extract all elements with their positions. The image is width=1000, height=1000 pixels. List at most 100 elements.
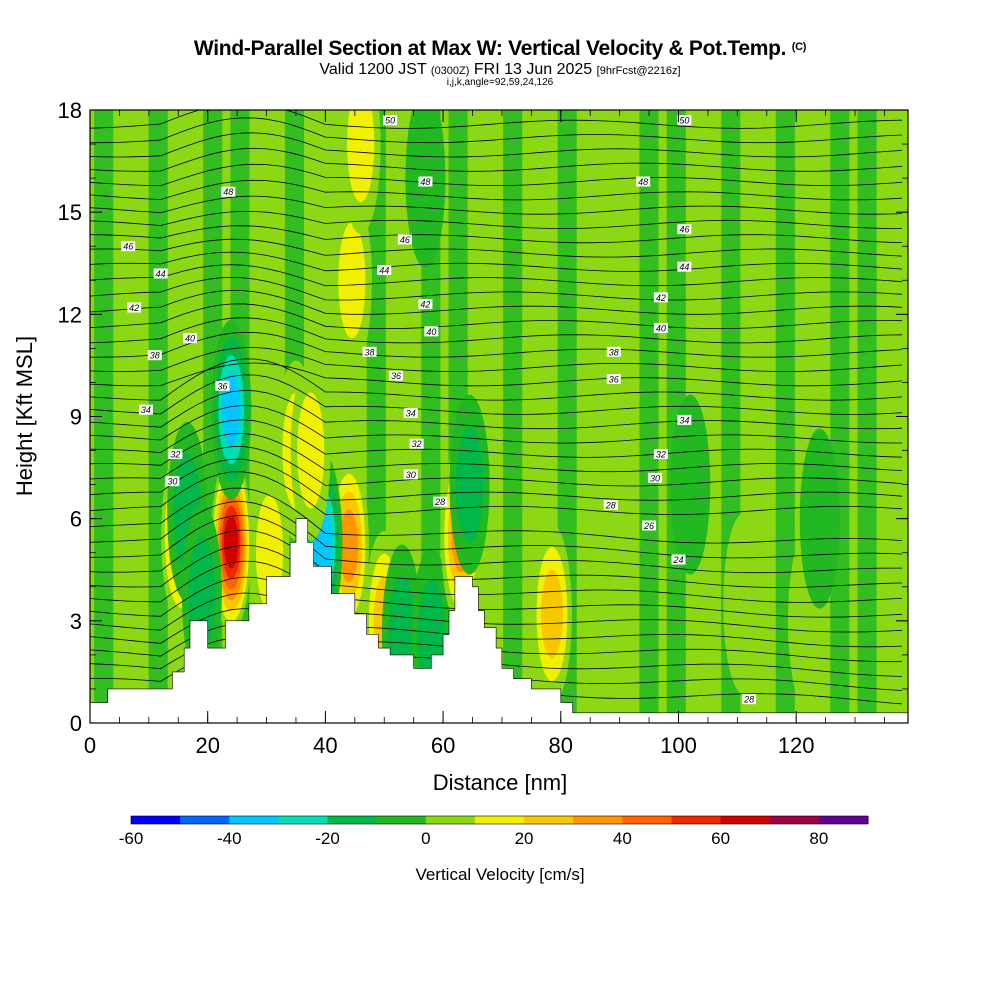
theta-label-bg <box>383 115 398 126</box>
theta-label-bg <box>127 302 142 313</box>
theta-label-bg <box>362 346 377 357</box>
theta-label-text: 38 <box>609 347 619 357</box>
theta-label-bg <box>183 333 198 344</box>
theta-label-text: 44 <box>679 262 689 272</box>
theta-contour <box>90 179 903 201</box>
theta-label-bg <box>677 414 692 425</box>
theta-label: 34 <box>677 414 692 425</box>
theta-contour <box>90 362 903 387</box>
theta-label: 34 <box>403 408 418 419</box>
colorbar-tick-label: 0 <box>421 829 430 848</box>
theta-label: 44 <box>153 268 168 279</box>
theta-contour <box>90 163 903 187</box>
chart-subtitle: Valid 1200 JST (0300Z) FRI 13 Jun 2025 [… <box>0 61 1000 79</box>
colorbar-frame <box>130 815 869 825</box>
theta-label: 26 <box>642 520 657 531</box>
valid-time-utc: (0300Z) <box>430 65 470 77</box>
theta-label-bg <box>653 322 668 333</box>
theta-label: 32 <box>653 448 668 459</box>
theta-label-text: 38 <box>365 347 375 357</box>
theta-label: 50 <box>677 115 692 126</box>
theta-label: 34 <box>138 404 153 415</box>
theta-label: 50 <box>383 115 398 126</box>
colorbar-label: Vertical Velocity [cm/s] <box>415 865 584 884</box>
theta-label: 36 <box>606 374 621 385</box>
x-tick-label: 100 <box>660 733 697 758</box>
y-axis-label: Height [Kft MSL] <box>12 336 37 496</box>
theta-label-text: 48 <box>638 177 648 187</box>
theta-label-bg <box>138 404 153 415</box>
velocity-cell <box>405 110 446 269</box>
theta-contour <box>90 405 903 444</box>
colorbar-swatch <box>376 816 427 824</box>
theta-label-bg <box>677 261 692 272</box>
theta-contour <box>90 514 903 574</box>
theta-contour <box>90 303 903 329</box>
theta-label-bg <box>653 292 668 303</box>
theta-label-bg <box>168 448 183 459</box>
theta-contour <box>90 358 903 401</box>
theta-label-text: 42 <box>420 300 430 310</box>
chart-title: Wind-Parallel Section at Max W: Vertical… <box>0 37 1000 61</box>
theta-label-text: 36 <box>609 375 619 385</box>
theta-label: 36 <box>215 380 230 391</box>
theta-contour <box>90 289 903 315</box>
theta-contour <box>90 238 903 258</box>
theta-label-text: 46 <box>400 235 410 245</box>
y-tick-label: 18 <box>58 98 82 123</box>
theta-label-bg <box>377 265 392 276</box>
x-axis-label: Distance [nm] <box>433 770 568 795</box>
theta-contour <box>90 347 903 372</box>
theta-label: 38 <box>147 350 162 361</box>
theta-contour <box>90 276 903 301</box>
velocity-band <box>857 110 877 723</box>
theta-label-text: 30 <box>167 477 177 487</box>
theta-label: 30 <box>165 476 180 487</box>
theta-label-bg <box>677 115 692 126</box>
colorbar-tick-label: -20 <box>315 829 340 848</box>
theta-label-bg <box>603 500 618 511</box>
colorbar-swatch <box>425 816 476 824</box>
x-tick-label: 0 <box>84 733 96 758</box>
theta-label-bg <box>653 448 668 459</box>
theta-label-bg <box>215 380 230 391</box>
colorbar-swatch <box>180 816 230 824</box>
theta-contour <box>90 331 903 358</box>
theta-label-text: 28 <box>434 497 445 507</box>
colorbar-swatch <box>474 816 525 824</box>
theta-label: 46 <box>121 241 136 252</box>
theta-label-bg <box>742 694 757 705</box>
theta-label-bg <box>418 176 433 187</box>
velocity-cell <box>541 569 563 659</box>
theta-label-text: 32 <box>412 439 422 449</box>
theta-label-bg <box>636 176 651 187</box>
valid-time-label: Valid 1200 JST <box>319 61 427 78</box>
velocity-cell <box>799 428 840 609</box>
theta-label-text: 46 <box>679 225 689 235</box>
theta-label-bg <box>671 554 686 565</box>
theta-label-text: 40 <box>185 334 195 344</box>
theta-label-text: 50 <box>679 116 689 126</box>
theta-contour <box>90 419 903 458</box>
theta-label-bg <box>389 370 404 381</box>
theta-label-bg <box>221 186 236 197</box>
theta-contour <box>90 544 903 603</box>
colorbar-tick-label: 20 <box>515 829 534 848</box>
theta-contour <box>90 529 903 589</box>
colorbar-swatch <box>524 816 574 824</box>
theta-label-bg <box>153 268 168 279</box>
colorbar-swatch <box>131 816 181 824</box>
colorbar-swatch <box>622 816 672 824</box>
theta-label-text: 36 <box>391 371 401 381</box>
theta-label-text: 34 <box>679 415 689 425</box>
theta-label-bg <box>424 326 439 337</box>
velocity-cell <box>670 394 711 575</box>
theta-contour <box>90 433 903 473</box>
theta-label: 28 <box>742 694 757 705</box>
theta-label-bg <box>647 472 662 483</box>
theta-label-bg <box>418 299 433 310</box>
theta-contour <box>90 487 903 544</box>
theta-label-text: 50 <box>385 116 395 126</box>
theta-label: 44 <box>377 265 392 276</box>
y-tick-label: 3 <box>70 609 82 634</box>
